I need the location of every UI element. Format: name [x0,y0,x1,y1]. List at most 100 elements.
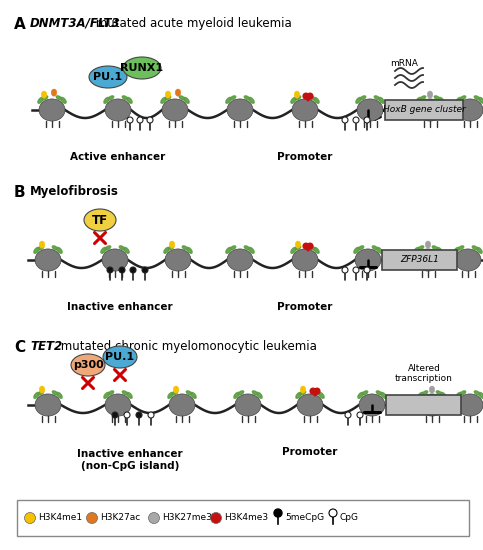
Ellipse shape [39,99,65,121]
Ellipse shape [38,97,43,103]
Ellipse shape [162,99,188,121]
Ellipse shape [376,391,382,395]
Ellipse shape [230,246,236,250]
Circle shape [25,513,35,524]
Ellipse shape [161,97,166,103]
Ellipse shape [257,393,262,398]
Circle shape [310,388,316,394]
Ellipse shape [295,246,301,250]
Circle shape [148,513,159,524]
Ellipse shape [165,96,170,100]
Ellipse shape [356,97,361,103]
Ellipse shape [295,241,301,248]
Circle shape [119,267,125,273]
Ellipse shape [381,393,386,398]
Circle shape [142,267,148,273]
Ellipse shape [292,249,318,271]
Circle shape [303,243,309,249]
Circle shape [345,412,351,418]
Ellipse shape [291,97,296,103]
Ellipse shape [182,246,188,250]
Ellipse shape [314,248,319,253]
FancyBboxPatch shape [385,100,463,120]
Text: B: B [14,185,26,200]
Ellipse shape [52,391,57,395]
Ellipse shape [455,249,481,271]
Ellipse shape [472,246,478,250]
Text: Altered
transcription: Altered transcription [395,364,453,383]
Ellipse shape [474,96,480,100]
Ellipse shape [374,96,380,100]
Circle shape [137,117,143,123]
Ellipse shape [119,246,125,250]
Ellipse shape [34,248,39,253]
Ellipse shape [244,96,250,100]
Ellipse shape [34,393,39,398]
Text: H3K27ac: H3K27ac [100,514,140,522]
Ellipse shape [179,96,185,100]
Ellipse shape [437,248,442,253]
Ellipse shape [457,394,483,416]
Ellipse shape [186,391,192,395]
Ellipse shape [415,249,441,271]
Ellipse shape [108,96,114,100]
Ellipse shape [173,386,179,393]
Text: Inactive enhancer
(non-CpG island): Inactive enhancer (non-CpG island) [77,449,183,471]
Ellipse shape [235,394,261,416]
Ellipse shape [234,393,239,398]
Ellipse shape [38,391,43,395]
Ellipse shape [226,97,231,103]
Text: TET2: TET2 [30,340,62,353]
Ellipse shape [360,96,366,100]
Circle shape [342,117,348,123]
Ellipse shape [377,248,382,253]
Text: CpG: CpG [340,514,359,522]
Text: Myelofibrosis: Myelofibrosis [30,185,119,198]
Circle shape [307,93,313,99]
Ellipse shape [35,394,61,416]
Ellipse shape [300,391,306,395]
Ellipse shape [38,246,43,250]
Ellipse shape [168,393,173,398]
Ellipse shape [191,393,196,398]
Text: ZFP36L1: ZFP36L1 [400,256,439,265]
Circle shape [124,412,130,418]
Circle shape [274,509,282,517]
Text: 5meCpG: 5meCpG [285,514,324,522]
Text: H3K4me1: H3K4me1 [38,514,82,522]
Ellipse shape [297,394,323,416]
Ellipse shape [458,246,464,250]
Ellipse shape [226,248,231,253]
Text: RUNX1: RUNX1 [120,63,164,73]
Ellipse shape [300,386,306,393]
Ellipse shape [479,393,483,398]
Ellipse shape [122,96,128,100]
Circle shape [107,267,113,273]
Circle shape [364,267,370,273]
Ellipse shape [417,99,443,121]
Ellipse shape [39,386,45,393]
Ellipse shape [420,96,426,100]
Polygon shape [311,392,319,396]
Ellipse shape [105,99,131,121]
Circle shape [329,509,337,517]
Ellipse shape [71,354,105,376]
Ellipse shape [414,248,419,253]
Ellipse shape [454,248,459,253]
Text: Inactive enhancer: Inactive enhancer [67,302,173,312]
Ellipse shape [432,246,438,250]
Ellipse shape [477,248,482,253]
Ellipse shape [52,246,57,250]
Ellipse shape [105,394,131,416]
Ellipse shape [309,246,315,250]
Text: mutated acute myeloid leukemia: mutated acute myeloid leukemia [92,17,292,30]
Ellipse shape [319,393,324,398]
Text: Promoter: Promoter [282,447,338,457]
Circle shape [314,388,320,394]
Ellipse shape [292,99,318,121]
Ellipse shape [57,248,62,253]
Ellipse shape [416,97,421,103]
Ellipse shape [460,391,466,395]
Ellipse shape [51,89,57,96]
Ellipse shape [122,391,128,395]
